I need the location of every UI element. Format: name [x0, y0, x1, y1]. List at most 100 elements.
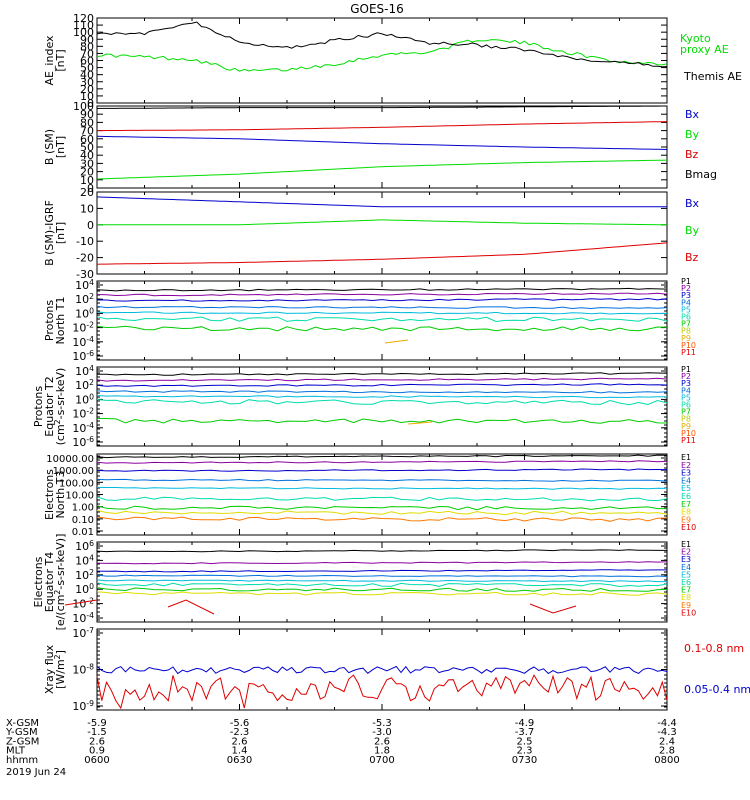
series-line: [96, 505, 667, 511]
y-tick-label: 10-6: [72, 349, 94, 364]
ephemeris-value: -3.0: [372, 727, 392, 738]
series-line: [97, 121, 668, 132]
y-axis-label: B (SM): [43, 129, 56, 165]
y-tick-label: 100.00: [59, 478, 94, 489]
series-line: [96, 21, 668, 68]
y-tick-label: 60: [80, 133, 94, 146]
legend-entry: Bz: [685, 251, 699, 264]
y-axis-label: B (SM)-IGRF: [43, 200, 56, 266]
y-tick-label: 20: [80, 83, 94, 96]
y-tick-label: 100: [75, 392, 94, 407]
series-line: [96, 292, 668, 297]
ephemeris-value: -5.9: [87, 718, 107, 729]
y-tick-label: 0: [87, 97, 94, 110]
legend-entry: P6: [681, 401, 691, 410]
series-line: [96, 105, 667, 109]
ephemeris-value: 0700: [369, 755, 394, 766]
series-line: [96, 460, 668, 464]
series-line: [96, 496, 668, 502]
legend-entry: P2: [681, 372, 691, 381]
series-line: [64, 599, 98, 606]
legend-entry: P5: [681, 305, 691, 314]
y-tick-label: 102: [75, 292, 94, 307]
series-line: [407, 421, 433, 425]
legend-entry: By: [685, 128, 700, 141]
y-tick-label: 110: [73, 19, 94, 32]
y-tick-label: 90: [80, 108, 94, 121]
y-tick-label: 10: [80, 174, 94, 187]
series-line: [96, 587, 668, 592]
y-tick-label: 10-8: [72, 662, 94, 677]
y-tick-label: 10: [80, 202, 94, 215]
ephemeris-value: -4.3: [657, 727, 677, 738]
series-line: [96, 674, 668, 710]
y-axis-label: Electrons: [43, 469, 56, 520]
legend-entry: P11: [681, 348, 696, 357]
series-line: [96, 561, 668, 565]
legend-entry: P1: [681, 365, 691, 374]
panel-frame: [96, 191, 668, 275]
panel-frame: [96, 453, 668, 536]
panel-frame: [96, 280, 668, 361]
series-line: [96, 582, 668, 588]
series-line: [167, 599, 215, 615]
y-tick-label: 10-2: [72, 320, 94, 335]
y-tick-label: 104: [75, 553, 94, 568]
ephemeris-value: 2.8: [659, 746, 675, 757]
legend-entry: E1: [681, 540, 691, 549]
y-tick-label: 100: [75, 306, 94, 321]
y-tick-label: 70: [80, 125, 94, 138]
legend-entry: E4: [681, 476, 691, 485]
legend-entry: E8: [681, 593, 691, 602]
ephemeris-value: -4.9: [515, 718, 535, 729]
legend-entry: E3: [681, 555, 691, 564]
y-axis-label: [nT]: [54, 136, 67, 158]
series-line: [96, 242, 668, 265]
legend-entry: 0.1-0.8 nm: [684, 642, 744, 655]
series-line: [529, 603, 577, 614]
legend-entry: P11: [681, 436, 696, 445]
y-tick-label: 70: [80, 47, 94, 60]
y-tick-label: 10000.00: [46, 454, 94, 465]
y-tick-label: 1000.00: [53, 466, 94, 477]
y-tick-label: 60: [80, 55, 94, 68]
ephemeris-value: 0730: [512, 755, 537, 766]
ephemeris-value: 0.9: [89, 746, 105, 757]
y-axis-label: Xray flux: [43, 644, 56, 694]
legend-entry: E5: [681, 570, 691, 579]
y-tick-label: 0: [87, 182, 94, 195]
y-axis-label: Equator T4: [43, 552, 56, 612]
y-axis-label: North T1: [54, 297, 67, 345]
series-line: [96, 287, 668, 292]
y-tick-label: 50: [80, 62, 94, 75]
y-tick-label: 102: [75, 378, 94, 393]
ephemeris-label: X-GSM: [6, 718, 39, 729]
y-tick-label: -10: [76, 235, 94, 248]
legend-entry: P7: [681, 408, 691, 417]
ephemeris-value: -2.3: [230, 727, 250, 738]
series-line: [96, 395, 668, 399]
series-line: [96, 579, 667, 583]
ephemeris-label: hhmm: [6, 755, 38, 766]
series-line: [96, 305, 668, 310]
series-line: [96, 325, 668, 332]
y-tick-label: 30: [80, 157, 94, 170]
legend-entry: P3: [681, 291, 691, 300]
date-label: 2019 Jun 24: [6, 767, 66, 778]
legend-entry: E2: [681, 548, 691, 557]
series-line: [96, 486, 668, 490]
y-tick-label: 120: [73, 12, 94, 25]
ephemeris-value: -1.5: [87, 727, 107, 738]
legend-entry: Bz: [685, 148, 699, 161]
legend-entry: P8: [681, 327, 691, 336]
legend-entry: P8: [681, 415, 691, 424]
y-tick-label: 104: [75, 364, 94, 379]
legend-entry: Bx: [685, 108, 700, 121]
legend-entry: P3: [681, 379, 691, 388]
y-tick-label: -20: [76, 252, 94, 265]
y-tick-label: 50: [80, 141, 94, 154]
legend-entry: P2: [681, 284, 691, 293]
legend-entry: proxy AE: [680, 43, 729, 56]
legend-entry: Bmag: [685, 168, 717, 181]
y-tick-label: 1.00: [72, 503, 94, 514]
